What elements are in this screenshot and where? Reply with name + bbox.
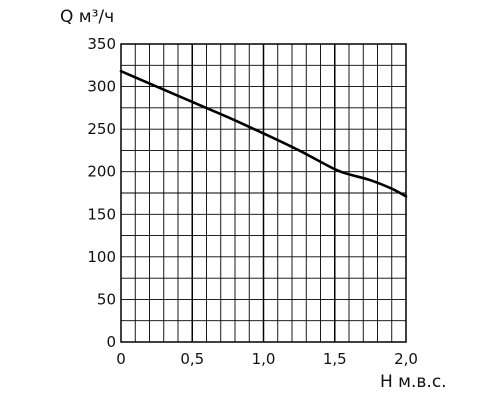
y-tick-label: 350 xyxy=(87,35,116,53)
x-tick-label: 0,5 xyxy=(180,350,204,368)
x-tick-label: 0 xyxy=(116,350,126,368)
y-axis-title: Q м³/ч xyxy=(60,7,114,27)
plot-frame xyxy=(120,43,407,343)
x-tick-label: 1,0 xyxy=(252,350,276,368)
y-tick-labels: 0 50 100 150 200 250 300 350 xyxy=(87,35,116,351)
y-tick-label: 250 xyxy=(87,120,116,138)
major-gridlines xyxy=(121,44,406,342)
y-tick-label: 100 xyxy=(87,248,116,266)
y-tick-label: 300 xyxy=(87,78,116,96)
y-tick-label: 50 xyxy=(97,290,116,308)
series-layer xyxy=(119,69,408,198)
y-tick-label: 200 xyxy=(87,163,116,181)
x-axis-title: Н м.в.с. xyxy=(380,372,447,392)
x-tick-label: 2,0 xyxy=(394,350,418,368)
y-tick-label: 150 xyxy=(87,205,116,223)
x-tick-labels: 0 0,5 1,0 1,5 2,0 xyxy=(116,350,418,368)
y-tick-label: 0 xyxy=(106,333,116,351)
series-line xyxy=(119,69,408,198)
x-tick-label: 1,5 xyxy=(323,350,347,368)
